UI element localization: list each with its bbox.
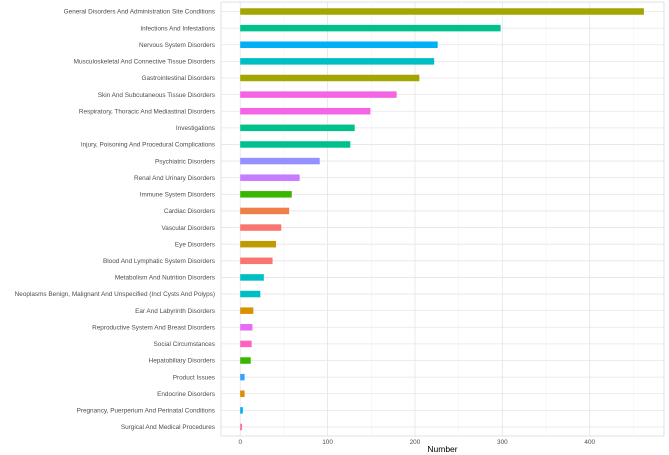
bar [240,274,264,281]
bar [240,8,644,15]
bar [240,157,320,165]
category-label: Skin And Subcutaneous Tissue Disorders [98,92,215,99]
category-label: Neoplasms Benign, Malignant And Unspecif… [15,291,215,298]
bar [240,207,290,215]
category-label: Gastrointestinal Disorders [141,75,215,82]
bar [240,390,245,398]
plot-panel [220,1,665,437]
category-label: Vascular Disorders [161,225,215,232]
bar [240,141,351,148]
category-label: Renal And Urinary Disorders [134,175,215,182]
x-tick-label: 200 [410,439,421,446]
bar [240,423,242,431]
bar [240,41,438,48]
bar [240,290,261,298]
bar [240,324,253,331]
category-label: Nervous System Disorders [139,42,215,49]
category-label: Respiratory, Thoracic And Mediastinal Di… [79,108,215,115]
category-label: Blood And Lymphatic System Disorders [103,258,215,265]
bar [240,124,355,132]
category-label: Ear And Labyrinth Disorders [135,308,215,315]
bars [240,8,644,431]
category-label: Hepatobiliary Disorders [149,358,215,365]
category-label: Endocrine Disorders [157,391,215,398]
category-label: Investigations [176,125,215,132]
x-tick-label: 0 [238,439,242,446]
category-label: Musculoskeletal And Connective Tissue Di… [74,59,215,66]
bar [240,307,254,314]
category-label: Metabolism And Nutrition Disorders [115,275,215,282]
category-label: Psychiatric Disorders [155,158,215,165]
category-label: Immune System Disorders [140,192,215,199]
category-label: Injury, Poisoning And Procedural Complic… [81,142,215,149]
bar [240,58,435,65]
bar [240,24,501,32]
bar [240,74,420,82]
category-labels: General Disorders And Administration Sit… [15,9,215,432]
x-tick-labels: 0 100 200 300 400 [238,439,595,446]
category-label: Eye Disorders [175,241,215,248]
x-tick-label: 400 [584,439,595,446]
x-tick-label: 300 [497,439,508,446]
category-label: Reproductive System And Breast Disorders [92,324,215,331]
category-label: Infections And Infestations [140,25,215,32]
x-tick-label: 100 [322,439,333,446]
bar [240,240,277,248]
bar [240,407,243,414]
bar [240,191,292,198]
bar [240,174,300,181]
bar [240,257,273,265]
category-label: Pregnancy, Puerperium And Perinatal Cond… [77,408,215,415]
category-label: Social Circumstances [154,341,215,348]
x-axis-title: Number [427,444,457,454]
bar [240,373,245,381]
bar [240,224,282,231]
bar [240,340,252,348]
category-label: General Disorders And Administration Sit… [64,9,215,16]
bar [240,357,251,364]
bar [240,91,397,98]
category-label: Surgical And Medical Procedures [121,424,215,431]
bar [240,107,371,115]
category-label: Product Issues [173,374,215,381]
category-label: Cardiac Disorders [164,208,215,215]
